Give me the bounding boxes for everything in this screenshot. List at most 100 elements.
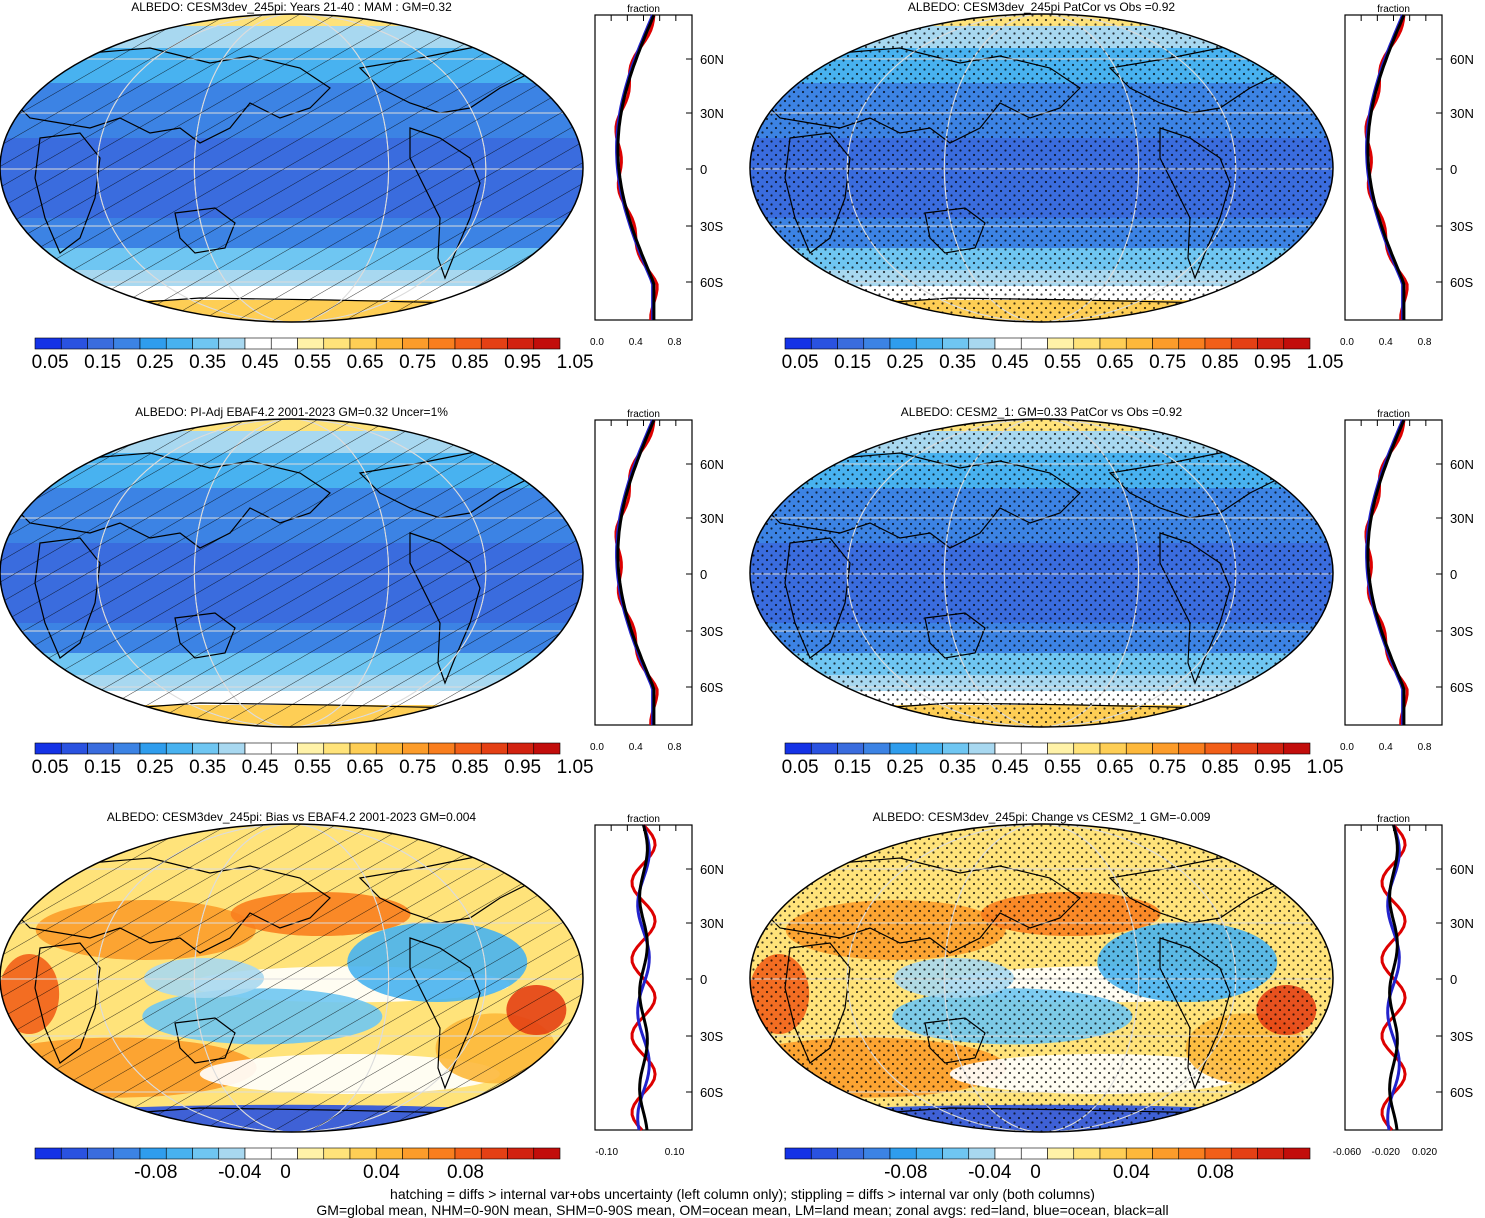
colorbar-swatch [375,742,403,755]
hatching-overlay [0,419,583,727]
colorbar-swatch [915,337,943,350]
colorbar-swatch [1099,1147,1127,1160]
colorbar-swatch [1178,337,1206,350]
latitude-label: 60S [700,680,723,695]
colorbar-swatch [1020,337,1048,350]
panel-title: ALBEDO: PI-Adj EBAF4.2 2001-2023 GM=0.32… [135,405,448,419]
latitude-label: 0 [700,567,707,582]
zonal-x-label: -0.020 [1372,1147,1401,1158]
zonal-all-curve [616,14,656,320]
zonal-x-label: 0.4 [629,337,643,348]
footnote-hatching: hatching = diffs > internal var+obs unce… [390,1186,1095,1202]
colorbar-swatch [942,1147,970,1160]
panel-title: ALBEDO: CESM3dev_245pi: Years 21-40 : MA… [131,0,452,14]
colorbar-swatch [1047,1147,1075,1160]
map-border [749,13,1334,323]
colorbar-swatch [402,337,430,350]
zonal-plot-frame [594,419,693,726]
colorbar-label: 0.05 [782,757,819,778]
colorbar-label: 0.08 [447,1162,484,1183]
latitude-label: 30S [1450,624,1473,639]
colorbar-swatch [428,337,456,350]
colorbar-swatch [323,1147,351,1160]
latitude-label: 60S [1450,680,1473,695]
colorbar-swatch [863,337,891,350]
greenland-ice [1200,14,1280,43]
colorbar-swatch [60,337,88,350]
colorbar-swatch [454,742,482,755]
colorbar-swatch [349,1147,377,1160]
zonal-plot-frame [1344,14,1443,321]
colorbar-swatch [34,337,62,350]
map-panel: ALBEDO: CESM2_1: GM=0.33 PatCor vs Obs =… [749,405,1474,778]
colorbar-swatch [244,1147,272,1160]
latitude-label: 30S [1450,1029,1473,1044]
map-panel: ALBEDO: CESM3dev_245pi: Change vs CESM2_… [749,810,1474,1183]
colorbar-label: 0.75 [1149,352,1186,373]
colorbar-swatch [165,1147,193,1160]
colorbar-swatch [863,742,891,755]
colorbar-swatch [915,742,943,755]
zonal-x-label: 0.4 [629,742,643,753]
map-border [749,823,1334,1133]
latitude-label: 30S [1450,219,1473,234]
colorbar-swatch [270,337,298,350]
latitude-label: 60S [700,1085,723,1100]
zonal-x-label: 0.020 [1412,1147,1437,1158]
zonal-axis-title: fraction [627,409,660,420]
colorbar-swatch [375,1147,403,1160]
latitude-label: 0 [1450,972,1457,987]
colorbar-swatch [1230,1147,1258,1160]
map-panel: ALBEDO: CESM3dev_245pi PatCor vs Obs =0.… [749,0,1474,373]
latitude-label: 60N [1450,862,1474,877]
colorbar-swatch [533,337,561,350]
colorbar-swatch [34,1147,62,1160]
colorbar-swatch [942,742,970,755]
colorbar-label: 0.95 [504,757,541,778]
colorbar-swatch [837,337,865,350]
colorbar-swatch [968,742,996,755]
colorbar-swatch [1178,1147,1206,1160]
zonal-axis-title: fraction [627,4,660,15]
colorbar-swatch [837,742,865,755]
zonal-all-curve [1388,824,1399,1131]
colorbar-swatch [87,742,115,755]
greenland-ice [450,14,530,43]
colorbar-swatch [533,742,561,755]
colorbar-swatch [349,337,377,350]
colorbar-swatch [323,742,351,755]
colorbar-label: -0.04 [968,1162,1012,1183]
colorbar-label: 0.08 [1197,1162,1234,1183]
footnote-legend: GM=global mean, NHM=0-90N mean, SHM=0-90… [316,1202,1169,1218]
colorbar-swatch [192,742,220,755]
colorbar-label: 0.25 [887,757,924,778]
colorbar-swatch [507,742,535,755]
zonal-all-curve [616,419,656,725]
colorbar-swatch [87,337,115,350]
colorbar-label: 0.65 [1097,757,1134,778]
zonal-x-label: 0.0 [590,337,604,348]
colorbar-swatch [192,1147,220,1160]
colorbar-label: 0.55 [1044,757,1081,778]
colorbar-swatch [323,337,351,350]
zonal-all-curve [1366,419,1406,725]
colorbar-swatch [1125,1147,1153,1160]
colorbar-swatch [784,742,812,755]
colorbar-label: 1.05 [557,352,594,373]
map-panel: ALBEDO: CESM3dev_245pi: Years 21-40 : MA… [0,0,724,373]
colorbar-swatch [994,742,1022,755]
colorbar-label: 0.25 [137,757,174,778]
colorbar-swatch [1125,742,1153,755]
colorbar-swatch [349,742,377,755]
panel-title: ALBEDO: CESM2_1: GM=0.33 PatCor vs Obs =… [901,405,1183,419]
colorbar-label: 1.05 [1307,352,1344,373]
colorbar-label: 0.15 [84,352,121,373]
latitude-label: 60N [700,52,724,67]
colorbar-swatch [454,1147,482,1160]
zonal-axis-title: fraction [1377,4,1410,15]
colorbar-swatch [192,337,220,350]
zonal-x-label: 0.0 [590,742,604,753]
colorbar-swatch [1125,337,1153,350]
colorbar-swatch [1099,742,1127,755]
colorbar-swatch [1230,337,1258,350]
